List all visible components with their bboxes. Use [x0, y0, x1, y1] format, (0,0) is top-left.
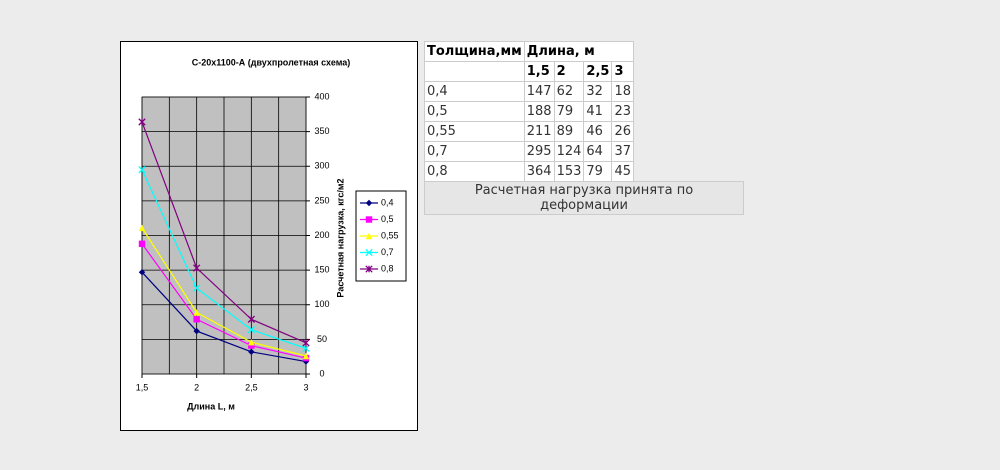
y-tick-label: 300 — [314, 161, 329, 171]
table-cell: 0,5 — [424, 101, 525, 122]
table-cell: 23 — [611, 101, 634, 122]
button[interactable]: Расчетная нагрузка принята по деформации — [424, 181, 744, 215]
y-tick-label: 350 — [314, 126, 329, 136]
marker — [248, 338, 255, 346]
table-cell: 32 — [583, 81, 613, 102]
table-cell: 147 — [523, 81, 555, 102]
marker — [138, 269, 146, 276]
legend-label: 0,8 — [381, 263, 394, 273]
table-cell: 2,5 — [583, 61, 613, 82]
marker — [138, 224, 146, 232]
x-tick-label: 2 — [194, 382, 199, 392]
marker — [247, 315, 255, 323]
y-tick-label: 0 — [319, 368, 324, 378]
marker — [193, 284, 201, 292]
marker — [365, 199, 373, 207]
table-row: Толщина,мм Длина, м — [424, 41, 634, 62]
y-tick-label: 150 — [314, 265, 329, 275]
series-line — [141, 121, 307, 344]
legend-label: 0,7 — [381, 247, 394, 257]
table-cell: 188 — [523, 101, 555, 122]
table-cell: 46 — [583, 121, 613, 142]
marker — [302, 358, 310, 365]
data-table: Толщина,мм Длина, м 1,5 2 2,5 3 0,4 147 62 32 18 0,… — [424, 41, 634, 182]
marker — [193, 316, 200, 323]
legend-marker — [365, 248, 373, 257]
marker — [365, 216, 373, 223]
table-row: 0,5 188 79 41 23 — [424, 101, 634, 122]
table-cell: 64 — [583, 141, 613, 162]
table-cell: 26 — [611, 121, 634, 142]
series-line — [141, 227, 307, 357]
marker — [302, 344, 310, 353]
chart: С-20х1100-А (двухпролетная схема) Длина … — [136, 57, 407, 411]
table-cell: 41 — [583, 101, 613, 122]
legend-marker — [365, 216, 373, 223]
table-cell: 18 — [611, 81, 634, 102]
series-line — [141, 243, 307, 359]
y-tick-label: 400 — [314, 91, 329, 101]
y-axis-label: Расчетная нагрузка, кгс/м2 — [335, 178, 345, 297]
legend-label: 0,5 — [381, 214, 394, 224]
marker — [193, 264, 201, 272]
table-cell: 37 — [611, 141, 634, 162]
table-row: 1,5 2 2,5 3 — [424, 61, 634, 82]
marker — [247, 326, 255, 334]
table-cell: 1,5 — [523, 61, 555, 82]
table-cell: Длина, м — [523, 41, 634, 62]
legend-marker — [365, 265, 373, 273]
x-tick-label: 2,5 — [245, 382, 258, 392]
table-cell: 0,55 — [424, 121, 525, 142]
table-cell — [424, 61, 525, 82]
marker — [138, 240, 146, 248]
marker — [193, 309, 200, 316]
chart-image: С-20х1100-А (двухпролетная схема) Длина … — [120, 41, 418, 431]
y-tick-label: 200 — [314, 230, 329, 240]
marker — [138, 166, 146, 174]
marker — [193, 327, 200, 335]
table-cell: 295 — [523, 141, 555, 162]
legend-marker — [365, 199, 373, 207]
table-cell: 211 — [523, 121, 555, 142]
y-tick-label: 100 — [314, 299, 329, 309]
legend-label: 0,55 — [381, 230, 399, 240]
table-cell: 62 — [553, 81, 585, 102]
series-line — [141, 169, 307, 349]
table-cell: 79 — [553, 101, 585, 122]
y-tick-label: 250 — [314, 195, 329, 205]
table-cell: 45 — [611, 161, 634, 182]
x-tick-label: 3 — [303, 382, 308, 392]
table-cell: Толщина,мм — [424, 41, 525, 62]
marker — [248, 348, 255, 356]
legend-label: 0,4 — [381, 197, 394, 207]
table-cell: 124 — [553, 141, 585, 162]
table-cell: 0,7 — [424, 141, 525, 162]
marker — [365, 232, 373, 240]
table-cell: 79 — [583, 161, 613, 182]
table-cell: 0,8 — [424, 161, 525, 182]
legend-marker — [365, 232, 373, 240]
table-row: 0,7 295 124 64 37 — [424, 141, 634, 162]
x-tick-label: 1,5 — [136, 382, 149, 392]
chart-title: С-20х1100-А (двухпролетная схема) — [192, 57, 351, 67]
marker — [302, 339, 310, 347]
table-row: 0,55 211 89 46 26 — [424, 121, 634, 142]
table-cell: 153 — [553, 161, 585, 182]
table-cell: 2 — [553, 61, 585, 82]
marker — [365, 265, 373, 273]
marker — [248, 342, 255, 349]
table-cell: 0,4 — [424, 81, 525, 102]
table-row: 0,8 364 153 79 45 — [424, 161, 634, 182]
x-axis-label: Длина L, м — [187, 401, 235, 411]
table-row: 0,4 147 62 32 18 — [424, 81, 634, 102]
table-cell: 364 — [523, 161, 555, 182]
marker — [302, 352, 310, 360]
marker — [365, 248, 373, 257]
table-cell: 3 — [611, 61, 634, 82]
table-cell: 89 — [553, 121, 585, 142]
series-line — [141, 271, 307, 363]
marker — [138, 118, 146, 126]
y-tick-label: 50 — [317, 334, 327, 344]
